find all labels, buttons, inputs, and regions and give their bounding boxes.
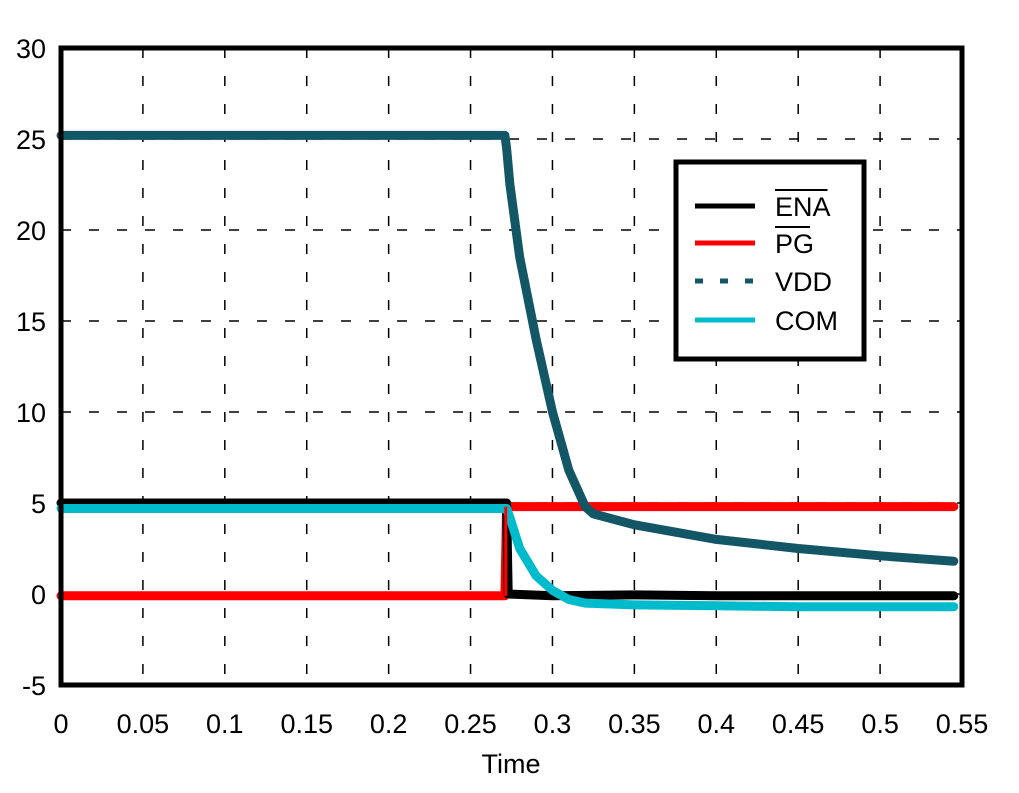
x-tick-label: 0.15 xyxy=(280,709,333,739)
y-tick-label: 0 xyxy=(31,580,46,610)
x-tick-label: 0.35 xyxy=(608,709,661,739)
y-tick-label: 5 xyxy=(31,489,46,519)
legend-label-pg: PG xyxy=(775,229,814,259)
y-tick-label: 20 xyxy=(16,216,46,246)
x-tick-label: 0.55 xyxy=(936,709,989,739)
legend: ENA PG VDD COM xyxy=(673,159,867,362)
y-tick-label: -5 xyxy=(22,671,46,701)
x-axis-ticks: 0 0.05 0.1 0.15 0.2 0.25 0.3 0.35 0.4 0.45 0.5 0.55 xyxy=(53,709,988,739)
y-axis-ticks: 30 25 20 15 10 5 0 -5 xyxy=(16,34,46,701)
legend-label-vdd: VDD xyxy=(775,267,832,297)
plot-area-border xyxy=(58,45,965,688)
trace-com xyxy=(56,504,959,612)
legend-box xyxy=(673,159,867,362)
x-tick-label: 0.1 xyxy=(206,709,244,739)
y-tick-label: 25 xyxy=(16,125,46,155)
y-tick-label: 15 xyxy=(16,307,46,337)
x-tick-label: 0.5 xyxy=(861,709,899,739)
x-tick-label: 0.25 xyxy=(444,709,497,739)
x-tick-label: 0.45 xyxy=(772,709,825,739)
legend-label-ena: ENA xyxy=(775,192,831,222)
x-tick-label: 0.3 xyxy=(534,709,572,739)
x-axis-title: Time xyxy=(482,749,541,779)
data-traces xyxy=(56,130,959,612)
x-tick-label: 0.4 xyxy=(697,709,735,739)
x-tick-label: 0 xyxy=(53,709,68,739)
x-tick-label: 0.05 xyxy=(117,709,170,739)
trace-vdd xyxy=(56,130,959,566)
y-tick-label: 30 xyxy=(16,34,46,64)
x-tick-label: 0.2 xyxy=(370,709,408,739)
y-tick-label: 10 xyxy=(16,398,46,428)
legend-label-com: COM xyxy=(775,306,838,336)
